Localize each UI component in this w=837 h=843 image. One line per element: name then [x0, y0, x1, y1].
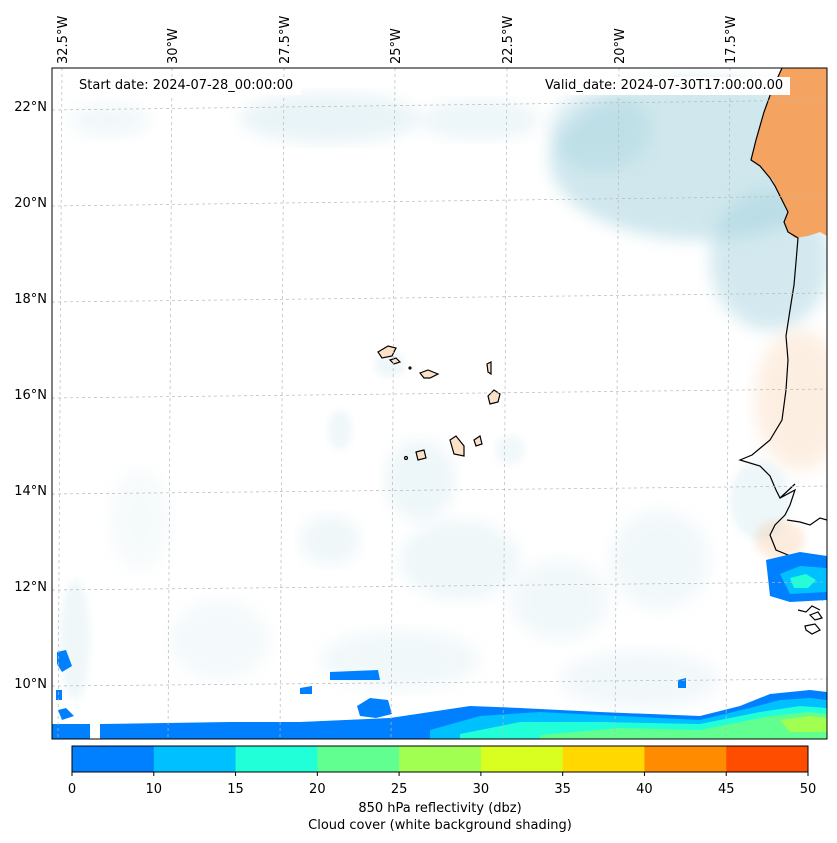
colorbar-tick-label: 30	[472, 782, 490, 797]
lat-label: 12°N	[14, 580, 47, 595]
latitude-labels: 22°N 20°N 18°N 16°N 14°N 12°N 10°N	[14, 100, 47, 692]
lon-label: 32.5°W	[56, 16, 71, 64]
lon-label: 22.5°W	[501, 16, 516, 64]
lat-label: 22°N	[14, 100, 47, 115]
cape-verde-islands	[377, 345, 501, 461]
colorbar-subtitle: Cloud cover (white background shading)	[308, 818, 572, 833]
colorbar-segment	[726, 746, 809, 772]
graticule	[52, 68, 827, 739]
lon-label: 25°W	[389, 28, 404, 64]
valid-date-label: Valid_date: 2024-07-30T17:00:00.00	[538, 77, 791, 95]
colorbar-tick-label: 20	[309, 782, 326, 797]
colorbar-segment	[399, 746, 482, 772]
lat-label: 10°N	[14, 677, 47, 692]
colorbar-tick-label: 10	[145, 782, 163, 797]
lon-label: 27.5°W	[278, 16, 293, 64]
land-area-orange	[751, 68, 827, 238]
colorbar-segment	[235, 746, 318, 772]
lon-label: 30°W	[166, 28, 181, 64]
colorbar-tick-label: 50	[799, 782, 817, 797]
colorbar	[71, 745, 809, 776]
colorbar-tick-label: 15	[227, 782, 244, 797]
lat-label: 18°N	[14, 292, 47, 307]
colorbar-segment	[562, 746, 645, 772]
lat-label: 16°N	[14, 388, 47, 403]
colorbar-tick-label: 35	[554, 782, 571, 797]
colorbar-tick-label: 0	[67, 782, 77, 797]
colorbar-segment	[644, 746, 727, 772]
longitude-labels: 32.5°W 30°W 27.5°W 25°W 22.5°W 20°W 17.5…	[56, 16, 739, 64]
lon-label: 17.5°W	[724, 16, 739, 64]
colorbar-frame	[71, 745, 809, 773]
colorbar-segment	[153, 746, 237, 772]
map-frame	[51, 67, 828, 740]
colorbar-segment	[317, 746, 400, 772]
colorbar-tick-label: 40	[636, 782, 653, 797]
colorbar-segment	[480, 746, 564, 772]
colorbar-segment	[72, 746, 155, 772]
coastline-guinea	[797, 597, 827, 635]
cloud-cover-layer	[60, 80, 827, 710]
lat-label: 14°N	[14, 484, 47, 499]
start-date-label: Start date: 2024-07-28_00:00:00	[71, 77, 302, 95]
coastline	[738, 68, 801, 561]
colorbar-tick-label: 25	[390, 782, 408, 797]
reflectivity-layer	[52, 552, 827, 739]
lat-label: 20°N	[14, 196, 47, 211]
colorbar-title: 850 hPa reflectivity (dbz)	[358, 801, 522, 816]
lon-label: 20°W	[613, 28, 628, 64]
colorbar-tick-label: 45	[717, 782, 735, 797]
